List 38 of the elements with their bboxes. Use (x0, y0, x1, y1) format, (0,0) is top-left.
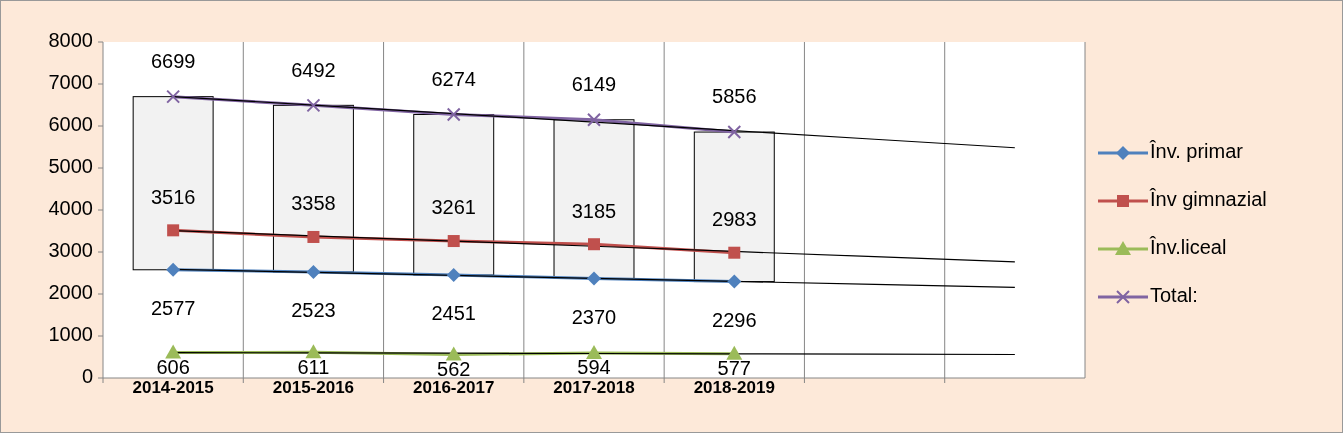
data-label: 3358 (291, 192, 336, 215)
data-label: 2577 (150, 297, 196, 320)
legend-label: Total: (1150, 284, 1198, 307)
data-label: 611 (297, 355, 330, 378)
data-label: 5856 (712, 85, 757, 108)
data-label: 6492 (291, 58, 336, 81)
legend-label: Înv.liceal (1149, 236, 1227, 259)
y-tick-label: 4000 (48, 197, 93, 220)
x-tick-label: 2014-2015 (132, 378, 214, 397)
data-label: 594 (577, 356, 611, 379)
legend-label: Înv gimnazial (1149, 188, 1267, 211)
data-label: 6274 (431, 67, 476, 90)
data-label: 562 (437, 357, 471, 380)
data-label: 6149 (571, 73, 617, 96)
legend-label: Înv. primar (1149, 140, 1244, 163)
y-tick-label: 2000 (48, 281, 93, 304)
y-tick-label: 3000 (48, 239, 93, 262)
data-label: 3516 (150, 185, 196, 208)
y-tick-label: 6000 (48, 113, 93, 136)
y-tick-label: 7000 (48, 71, 93, 94)
data-label: 6699 (150, 49, 196, 72)
data-label: 2296 (712, 308, 757, 331)
y-tick-label: 8000 (48, 29, 93, 52)
x-tick-label: 2017-2018 (553, 378, 635, 397)
data-label: 3185 (571, 199, 617, 222)
x-tick-label: 2016-2017 (413, 378, 495, 397)
x-tick-label: 2018-2019 (693, 378, 775, 397)
y-tick-label: 0 (81, 365, 93, 388)
data-label: 2451 (431, 302, 476, 325)
data-label: 2523 (291, 299, 336, 322)
data-label: 577 (717, 357, 751, 380)
data-label: 606 (156, 355, 190, 378)
data-label: 3261 (431, 196, 476, 219)
x-tick-label: 2015-2016 (272, 378, 355, 397)
data-label: 2370 (571, 305, 617, 328)
y-tick-label: 5000 (48, 155, 93, 178)
data-label: 2983 (712, 208, 757, 230)
y-tick-label: 1000 (48, 323, 93, 346)
